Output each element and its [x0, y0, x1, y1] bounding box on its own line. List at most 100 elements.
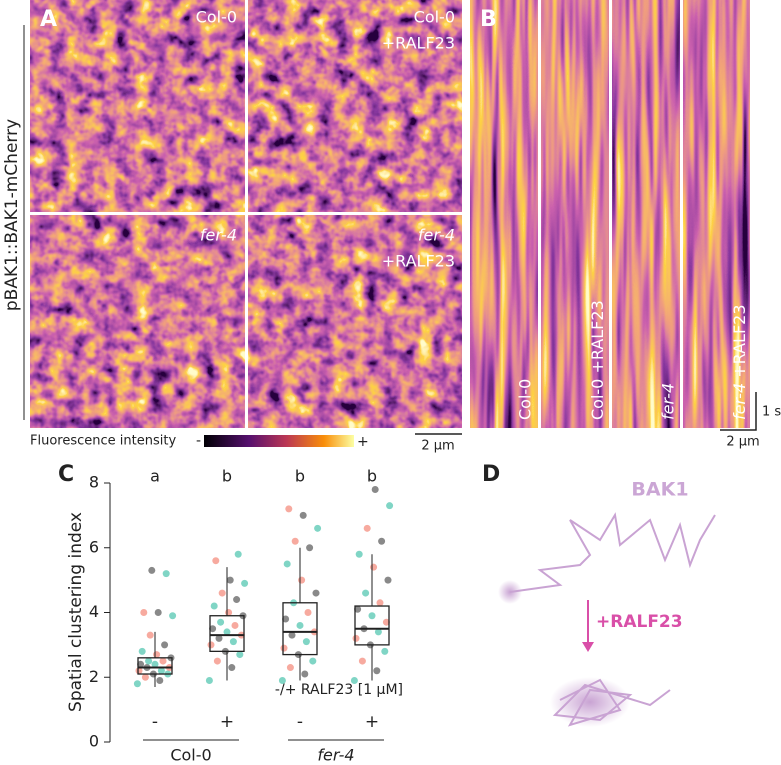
- data-point: [306, 544, 314, 552]
- data-point: [148, 566, 156, 574]
- data-point: [286, 664, 294, 672]
- x-tick-label: -: [297, 712, 303, 732]
- y-axis-label: Spatial clustering index: [66, 512, 86, 712]
- data-point: [146, 631, 154, 639]
- side-label: pBAK1::BAK1-mCherry: [2, 119, 22, 311]
- data-point: [156, 676, 164, 684]
- panel-letter: A: [40, 7, 57, 32]
- box: [282, 602, 318, 656]
- data-point: [376, 599, 384, 607]
- scale-bars: [720, 392, 757, 431]
- y-tick-label: 2: [89, 667, 99, 686]
- data-point: [298, 576, 306, 584]
- kymograph: [541, 0, 609, 428]
- data-point: [236, 651, 244, 659]
- strip-label: fer-4 +RALF23: [730, 304, 749, 420]
- arrowhead: [582, 642, 594, 652]
- data-point: [162, 570, 170, 578]
- data-point: [234, 550, 242, 558]
- data-point: [169, 612, 177, 620]
- image-label: Col-0: [196, 8, 237, 27]
- data-point: [207, 641, 215, 649]
- data-point: [371, 485, 379, 493]
- data-point: [384, 576, 392, 584]
- data-point: [154, 609, 162, 616]
- data-point: [301, 670, 309, 678]
- strip-treatment: +RALF23: [730, 304, 749, 377]
- group-label: Col-0: [170, 746, 211, 765]
- micrograph: [30, 215, 245, 428]
- data-point: [355, 550, 363, 558]
- scale-bar-label: 2 µm: [421, 439, 454, 454]
- data-point: [153, 651, 161, 659]
- image-label: fer-4: [418, 226, 455, 245]
- strip-label: Col-0 +RALF23: [588, 300, 607, 420]
- panel-d: D BAK1 +RALF23: [482, 462, 716, 727]
- x-tick-label: +: [365, 712, 379, 732]
- image-label: fer-4: [200, 226, 237, 245]
- data-point: [381, 647, 389, 655]
- data-point: [283, 560, 291, 568]
- data-point: [138, 647, 146, 655]
- data-point: [374, 628, 382, 636]
- panel-c: C Spatial clustering index -/+ RALF23 [1…: [58, 462, 403, 765]
- data-point: [368, 612, 376, 620]
- micrograph: [248, 215, 462, 428]
- data-point: [350, 676, 358, 684]
- data-point: [140, 609, 148, 616]
- data-point: [229, 638, 237, 646]
- y-tick-label: 8: [89, 473, 99, 492]
- data-point: [285, 505, 293, 513]
- treatment-label: +RALF23: [596, 612, 683, 632]
- group-label: fer-4: [317, 746, 354, 765]
- panel-b: B Col-0 Col-0 +RALF23 fer-4 fer-4 +RALF2…: [470, 0, 781, 450]
- trajectory: [509, 512, 716, 593]
- data-point: [282, 615, 290, 623]
- panel-letter: C: [58, 462, 74, 487]
- data-point: [241, 579, 249, 587]
- panel-a: A Col-0 Col-0 +RALF23 fer-4 fer-4 +RALF2…: [2, 0, 462, 454]
- data-point: [280, 644, 288, 652]
- data-point: [218, 589, 226, 597]
- data-point: [209, 625, 217, 633]
- data-point: [299, 511, 307, 519]
- box: [137, 657, 173, 675]
- data-point: [213, 657, 221, 665]
- data-point: [217, 618, 225, 626]
- scale-bar-label: 2 µm: [726, 435, 759, 450]
- colorbar-label: Fluorescence intensity: [30, 434, 176, 449]
- data-point: [215, 634, 223, 642]
- panel-letter: B: [480, 7, 497, 32]
- data-point: [312, 589, 320, 597]
- x-tick-label: +: [220, 712, 234, 732]
- image-label: +RALF23: [382, 34, 455, 53]
- data-point: [223, 628, 231, 636]
- significance-letter: b: [222, 467, 232, 486]
- data-point: [358, 657, 366, 665]
- data-point: [278, 676, 286, 684]
- micrograph: [30, 0, 245, 212]
- data-point: [352, 634, 360, 642]
- data-point: [135, 667, 143, 675]
- strip-genotype: fer-4: [730, 383, 749, 420]
- colorbar-low: -: [196, 433, 201, 449]
- strip-treatment: +RALF23: [588, 300, 607, 373]
- significance-letter: a: [150, 467, 160, 486]
- box: [354, 605, 390, 646]
- kymograph: [683, 0, 750, 428]
- y-tick-label: 6: [89, 537, 99, 556]
- data-point: [225, 609, 233, 616]
- time-bar-label: 1 s: [762, 405, 781, 420]
- strip-genotype: Col-0: [588, 379, 607, 420]
- y-tick-label: 0: [89, 732, 99, 751]
- colorbar-high: +: [357, 434, 369, 450]
- annotation: -/+ RALF23 [1 µM]: [275, 682, 403, 698]
- cluster: [550, 677, 630, 727]
- image-label: +RALF23: [382, 252, 455, 271]
- strip-label: Col-0: [516, 379, 535, 420]
- data-point: [378, 537, 386, 545]
- data-point: [386, 502, 394, 510]
- data-point: [231, 621, 239, 629]
- data-point: [145, 657, 153, 665]
